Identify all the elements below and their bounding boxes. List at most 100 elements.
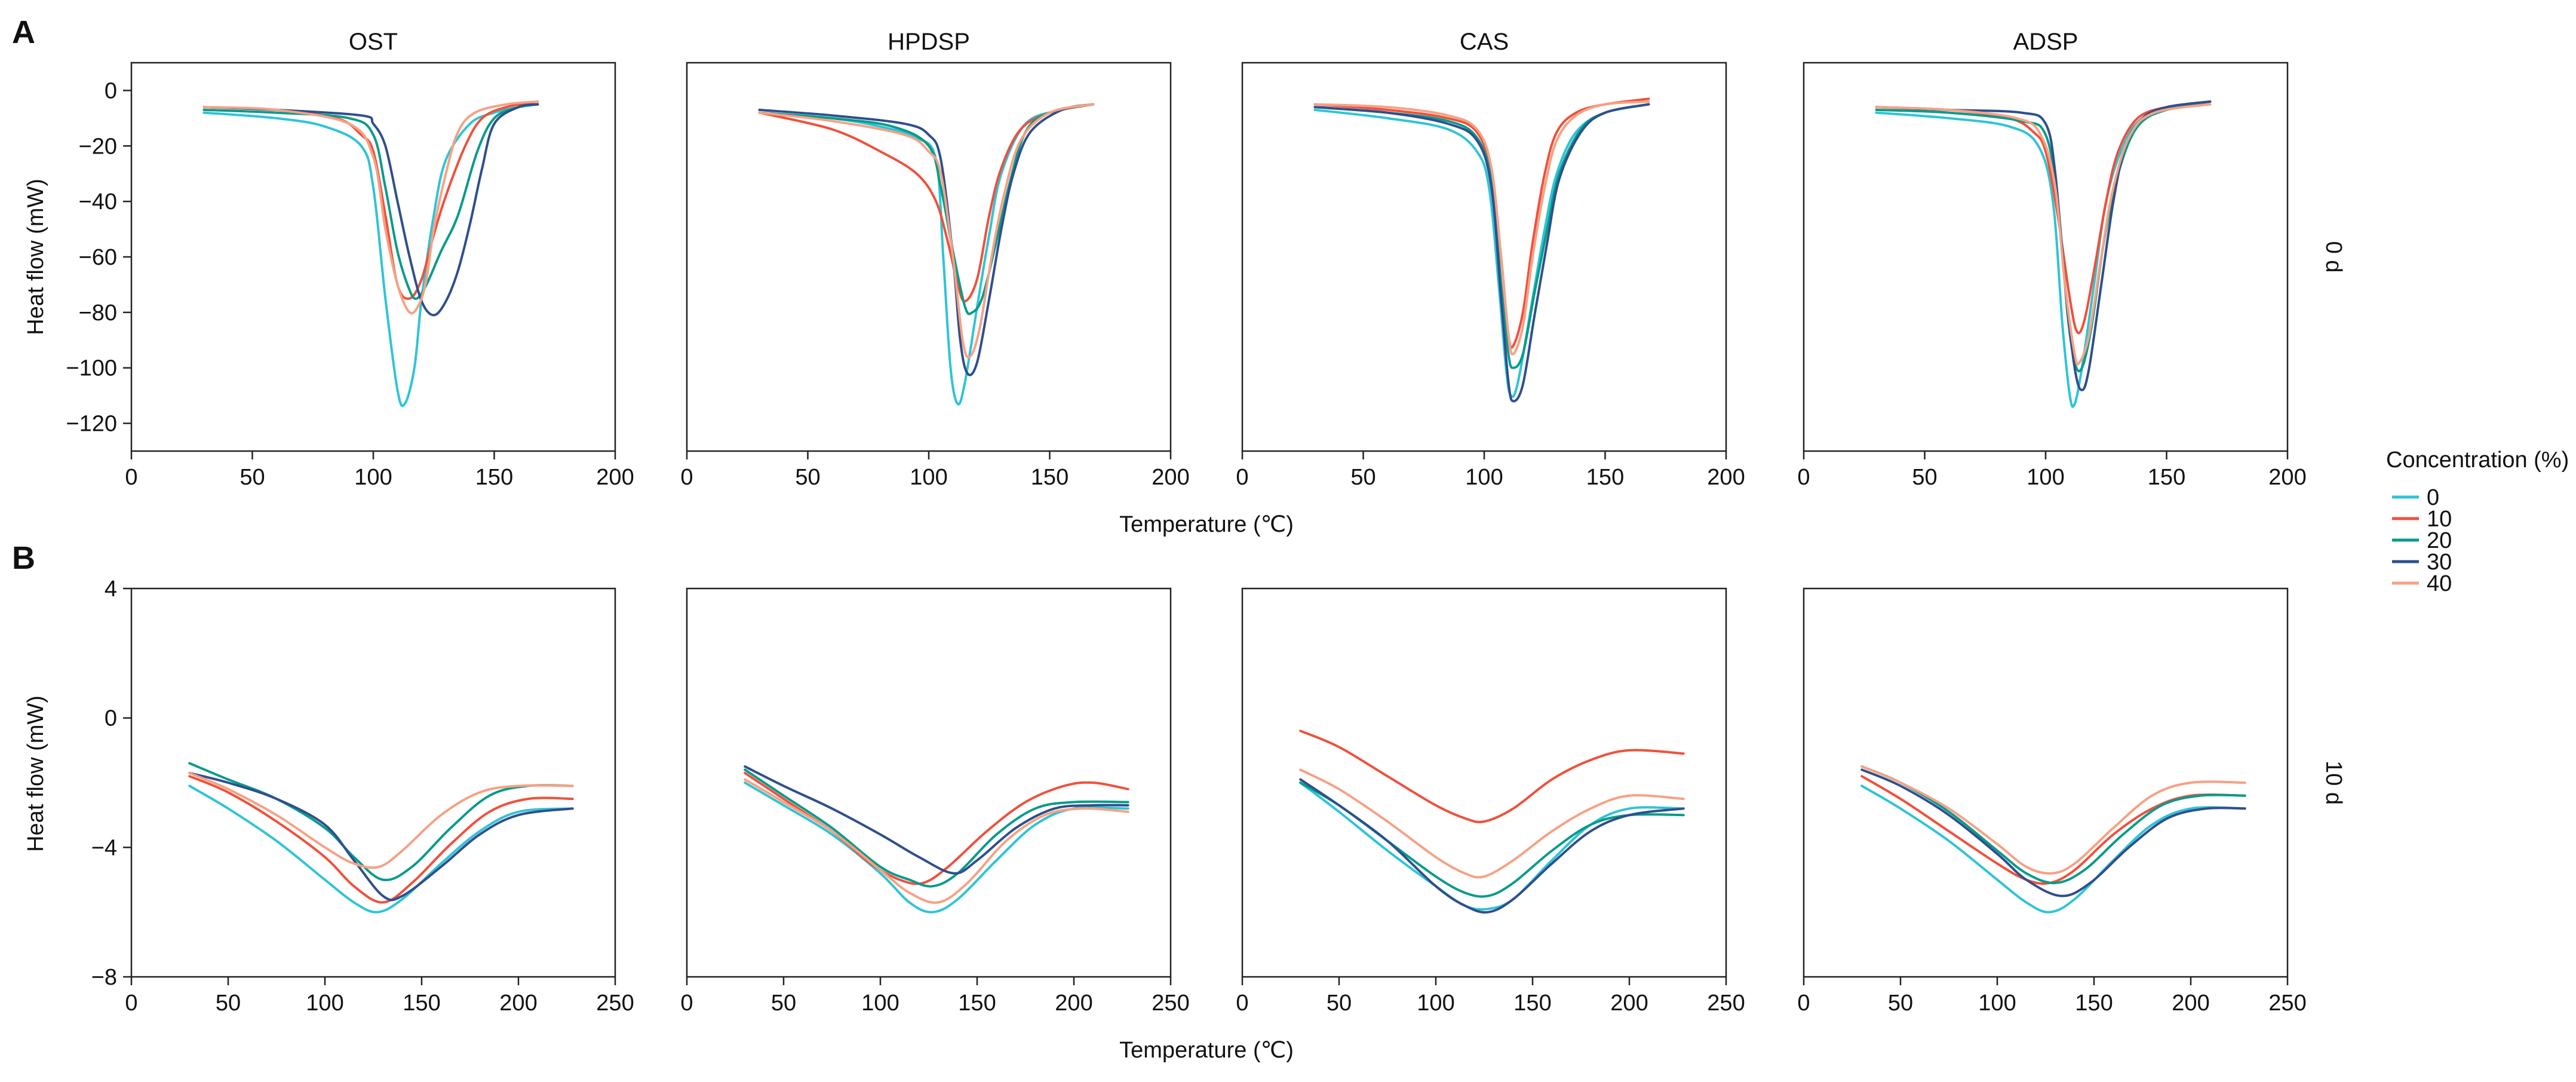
- y-tick-label: −100: [66, 356, 117, 381]
- series-line-30: [1299, 778, 1685, 914]
- row-label: 0 d: [2321, 241, 2346, 273]
- panel-letter-b: B: [12, 540, 35, 576]
- series-line-0: [758, 103, 1095, 406]
- y-axis-label-row-b: Heat flow (mW): [23, 695, 48, 852]
- series-line-10: [758, 103, 1095, 303]
- y-tick-label: 4: [105, 577, 117, 602]
- legend-title: Concentration (%): [2386, 447, 2569, 473]
- chart-panel-7: 0 50 100 150 200 250 10 d: [1797, 587, 2346, 1016]
- x-tick-label: 50: [240, 465, 265, 490]
- chart-panel-6: 0 50 100 150 200 250: [1236, 587, 1745, 1016]
- x-tick-label: 200: [499, 991, 537, 1016]
- x-tick-label: 250: [596, 991, 634, 1016]
- x-tick-label: 200: [2172, 991, 2209, 1016]
- y-tick-label: −80: [79, 301, 117, 326]
- plot-frame: [130, 587, 616, 978]
- plot-frame: [1241, 62, 1727, 452]
- series-line-30: [188, 771, 574, 902]
- x-tick-label: 50: [1912, 465, 1937, 490]
- legend-label-0: 0: [2427, 485, 2439, 510]
- series-line-30: [758, 103, 1095, 376]
- x-tick-label: 0: [1797, 991, 1810, 1016]
- x-tick-label: 100: [2027, 465, 2064, 490]
- y-tick-label: −8: [91, 965, 117, 990]
- x-tick-label: 200: [596, 465, 634, 490]
- plot-frame: [130, 62, 616, 452]
- x-tick-label: 100: [1978, 991, 2016, 1016]
- x-tick-label: 100: [354, 465, 392, 490]
- series-line-30: [744, 765, 1129, 875]
- y-tick-label: −120: [66, 412, 117, 437]
- series-line-40: [1299, 768, 1685, 879]
- y-tick-label: −20: [79, 134, 117, 159]
- x-tick-label: 50: [1327, 991, 1352, 1016]
- x-tick-label: 0: [1236, 991, 1248, 1016]
- x-tick-label: 200: [1152, 465, 1189, 490]
- series-line-20: [758, 103, 1095, 315]
- series-line-20: [1313, 103, 1650, 369]
- series-line-0: [1875, 100, 2212, 408]
- series-line-0: [202, 103, 539, 407]
- x-axis-label-row-b: Temperature (℃): [1119, 1038, 1294, 1063]
- panel-title: CAS: [1460, 29, 1509, 55]
- chart-panel-0: OST 0 50 100 150 200 0 −20 −40 −60 −80 −100 −120: [66, 29, 634, 490]
- x-tick-label: 150: [958, 991, 996, 1016]
- x-tick-label: 50: [216, 991, 241, 1016]
- chart-panel-5: 0 50 100 150 200 250: [680, 587, 1190, 1016]
- plot-frame: [686, 62, 1172, 452]
- x-tick-label: 200: [1055, 991, 1092, 1016]
- series-line-40: [1875, 103, 2212, 366]
- legend-label-30: 30: [2427, 550, 2452, 575]
- series-line-20: [202, 103, 539, 301]
- x-tick-label: 150: [475, 465, 513, 490]
- x-tick-label: 250: [1152, 991, 1189, 1016]
- legend-label-40: 40: [2427, 571, 2452, 596]
- panel-title: ADSP: [2013, 29, 2078, 55]
- row-label: 10 d: [2321, 761, 2346, 805]
- x-tick-label: 250: [2268, 991, 2306, 1016]
- x-tick-label: 0: [680, 991, 693, 1016]
- series-line-0: [1299, 781, 1685, 911]
- legend-label-20: 20: [2427, 528, 2452, 553]
- series-line-40: [758, 103, 1095, 358]
- x-axis-label-row-a: Temperature (℃): [1119, 512, 1294, 537]
- panel-title: OST: [349, 29, 398, 55]
- x-tick-label: 0: [125, 465, 137, 490]
- x-tick-label: 100: [910, 465, 947, 490]
- x-tick-label: 200: [2268, 465, 2306, 490]
- x-tick-label: 50: [795, 465, 820, 490]
- series-line-40: [202, 100, 539, 315]
- x-tick-label: 100: [1465, 465, 1503, 490]
- series-line-0: [1860, 784, 2246, 914]
- x-tick-label: 100: [306, 991, 343, 1016]
- x-tick-label: 50: [771, 991, 796, 1016]
- x-tick-label: 150: [2148, 465, 2185, 490]
- chart-panel-3: ADSP 0 50 100 150 200 0 d: [1797, 29, 2346, 490]
- panel-title: HPDSP: [888, 29, 970, 55]
- series-line-40: [188, 771, 574, 869]
- y-tick-label: −40: [79, 189, 117, 214]
- series-line-30: [1313, 103, 1650, 403]
- x-tick-label: 250: [1707, 991, 1745, 1016]
- series-line-0: [188, 784, 574, 914]
- chart-panel-2: CAS 0 50 100 150 200: [1236, 29, 1745, 490]
- plot-frame: [1803, 587, 2289, 978]
- plot-frame: [1803, 62, 2289, 452]
- y-tick-label: −4: [91, 835, 117, 860]
- x-tick-label: 150: [1586, 465, 1624, 490]
- x-tick-label: 200: [1707, 465, 1745, 490]
- series-line-30: [202, 103, 539, 317]
- x-tick-label: 150: [1031, 465, 1069, 490]
- y-tick-label: 0: [105, 706, 117, 731]
- chart-panel-4: 0 50 100 150 200 250 4 0 −4 −8: [91, 577, 634, 1016]
- series-line-20: [744, 768, 1129, 888]
- x-tick-label: 150: [403, 991, 440, 1016]
- x-tick-label: 0: [125, 991, 137, 1016]
- x-tick-label: 0: [680, 465, 693, 490]
- y-axis-label-row-a: Heat flow (mW): [23, 179, 48, 335]
- series-line-40: [744, 778, 1129, 904]
- chart-panel-1: HPDSP 0 50 100 150 200: [680, 29, 1189, 490]
